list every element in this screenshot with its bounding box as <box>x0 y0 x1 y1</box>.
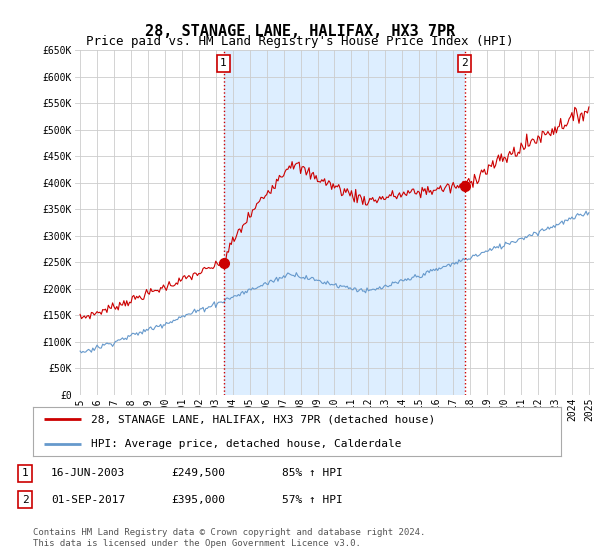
Bar <box>224 50 464 395</box>
Text: 85% ↑ HPI: 85% ↑ HPI <box>282 468 343 478</box>
Text: 1: 1 <box>220 58 227 68</box>
Text: 2: 2 <box>461 58 468 68</box>
Text: Price paid vs. HM Land Registry's House Price Index (HPI): Price paid vs. HM Land Registry's House … <box>86 35 514 48</box>
Text: 57% ↑ HPI: 57% ↑ HPI <box>282 494 343 505</box>
Text: 1: 1 <box>22 468 29 478</box>
Text: 16-JUN-2003: 16-JUN-2003 <box>51 468 125 478</box>
Text: 28, STANAGE LANE, HALIFAX, HX3 7PR: 28, STANAGE LANE, HALIFAX, HX3 7PR <box>145 24 455 39</box>
Text: 01-SEP-2017: 01-SEP-2017 <box>51 494 125 505</box>
Text: £395,000: £395,000 <box>171 494 225 505</box>
Text: £249,500: £249,500 <box>171 468 225 478</box>
Text: HPI: Average price, detached house, Calderdale: HPI: Average price, detached house, Cald… <box>91 439 401 449</box>
Text: 28, STANAGE LANE, HALIFAX, HX3 7PR (detached house): 28, STANAGE LANE, HALIFAX, HX3 7PR (deta… <box>91 414 436 424</box>
Text: Contains HM Land Registry data © Crown copyright and database right 2024.
This d: Contains HM Land Registry data © Crown c… <box>33 528 425 548</box>
Text: 2: 2 <box>22 494 29 505</box>
